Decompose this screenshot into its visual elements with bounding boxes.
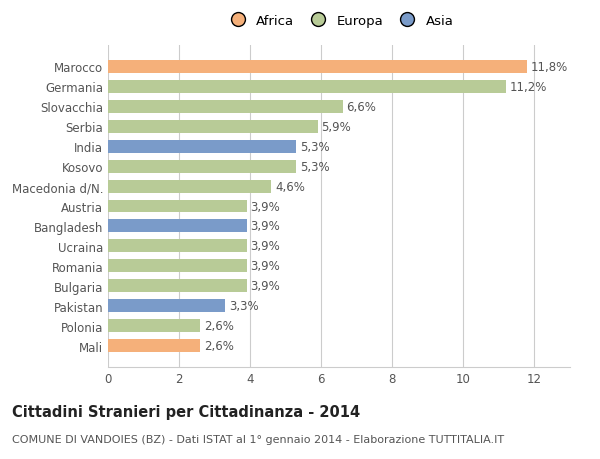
Bar: [108, 140, 296, 153]
Text: 2,6%: 2,6%: [204, 340, 234, 353]
Text: 3,9%: 3,9%: [250, 280, 280, 293]
Bar: [108, 101, 343, 113]
Bar: [108, 160, 296, 173]
Bar: [108, 180, 271, 193]
Text: 3,9%: 3,9%: [250, 220, 280, 233]
Text: 6,6%: 6,6%: [346, 101, 376, 113]
Text: 5,9%: 5,9%: [321, 120, 351, 133]
Text: 2,6%: 2,6%: [204, 319, 234, 333]
Text: 5,3%: 5,3%: [300, 160, 329, 173]
Text: COMUNE DI VANDOIES (BZ) - Dati ISTAT al 1° gennaio 2014 - Elaborazione TUTTITALI: COMUNE DI VANDOIES (BZ) - Dati ISTAT al …: [12, 434, 504, 444]
Bar: [108, 280, 247, 293]
Bar: [108, 200, 247, 213]
Bar: [108, 300, 225, 313]
Bar: [108, 61, 527, 73]
Text: Cittadini Stranieri per Cittadinanza - 2014: Cittadini Stranieri per Cittadinanza - 2…: [12, 404, 360, 419]
Text: 4,6%: 4,6%: [275, 180, 305, 193]
Text: 11,2%: 11,2%: [509, 80, 547, 94]
Bar: [108, 320, 200, 333]
Legend: Africa, Europa, Asia: Africa, Europa, Asia: [221, 11, 457, 32]
Bar: [108, 220, 247, 233]
Bar: [108, 240, 247, 253]
Text: 3,9%: 3,9%: [250, 200, 280, 213]
Text: 3,3%: 3,3%: [229, 300, 259, 313]
Text: 3,9%: 3,9%: [250, 240, 280, 253]
Text: 3,9%: 3,9%: [250, 260, 280, 273]
Bar: [108, 80, 506, 93]
Bar: [108, 260, 247, 273]
Text: 11,8%: 11,8%: [531, 61, 568, 73]
Bar: [108, 120, 317, 133]
Text: 5,3%: 5,3%: [300, 140, 329, 153]
Bar: [108, 340, 200, 353]
